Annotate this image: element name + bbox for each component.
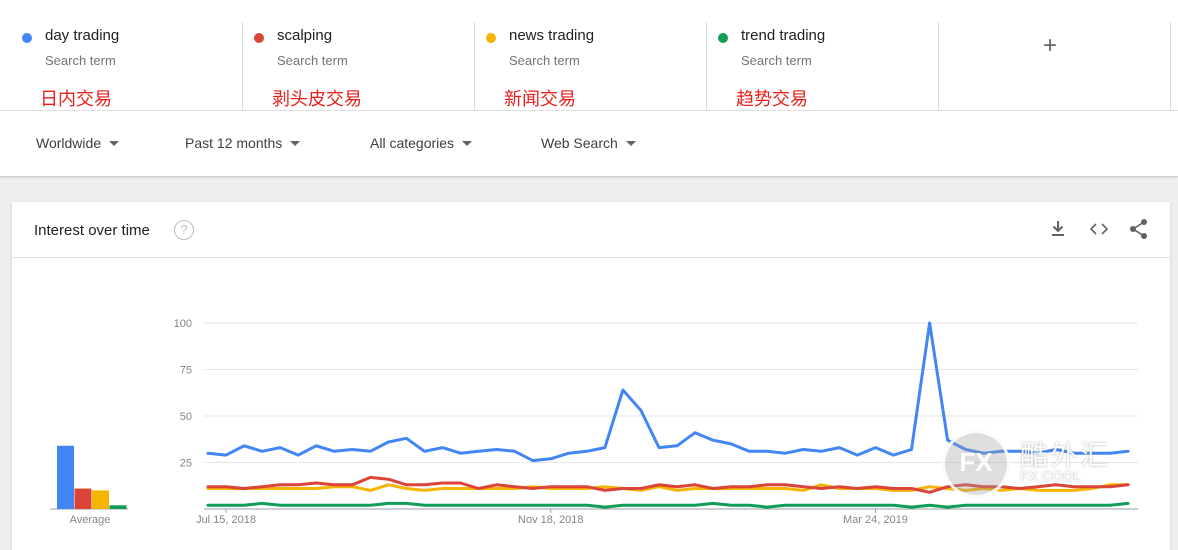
filter-bar: Worldwide Past 12 months All categories …	[0, 111, 1178, 177]
y-tick-label: 100	[174, 318, 192, 330]
search-terms-bar: day trading Search term 日内交易 scalping Se…	[0, 0, 1178, 112]
time-filter-label: Past 12 months	[185, 135, 283, 151]
x-tick-label: Nov 18, 2018	[518, 514, 583, 526]
category-filter[interactable]: All categories	[370, 135, 473, 151]
term-divider	[706, 22, 707, 110]
term-color-dot	[486, 33, 496, 43]
x-tick-label: Jul 15, 2018	[196, 514, 256, 526]
term-color-dot	[718, 33, 728, 43]
watermark-circle	[942, 430, 1010, 498]
term-subtitle: Search term	[45, 53, 116, 68]
term-news-trading[interactable]: news trading Search term 新闻交易	[486, 22, 686, 110]
average-bar-news-trading	[92, 490, 109, 509]
term-chinese-label: 剥头皮交易	[272, 89, 362, 110]
term-name: scalping	[277, 27, 333, 44]
term-name: day trading	[45, 27, 120, 44]
term-color-dot	[22, 33, 32, 43]
share-icon[interactable]	[1129, 218, 1149, 245]
average-bar-trend-trading	[109, 505, 127, 509]
term-subtitle: Search term	[277, 53, 348, 68]
term-subtitle: Search term	[509, 53, 580, 68]
y-tick-label: 50	[180, 411, 192, 423]
y-tick-label: 25	[180, 458, 192, 470]
help-circle-icon[interactable]: ?	[174, 220, 194, 240]
term-day-trading[interactable]: day trading Search term 日内交易	[22, 22, 222, 110]
terms-bottom-border	[0, 110, 1178, 111]
term-scalping[interactable]: scalping Search term 剥头皮交易	[254, 22, 454, 110]
average-label: Average	[70, 514, 111, 526]
term-chinese-label: 日内交易	[40, 89, 112, 110]
search-type-filter-label: Web Search	[541, 135, 618, 151]
term-name: news trading	[509, 27, 595, 44]
term-name: trend trading	[741, 27, 826, 44]
watermark-cn-text: 酷外汇	[1020, 440, 1111, 471]
search-type-filter[interactable]: Web Search	[541, 135, 636, 151]
card-title: Interest over time	[34, 222, 150, 239]
term-subtitle: Search term	[741, 53, 812, 68]
category-filter-label: All categories	[370, 135, 455, 151]
watermark-en-text: FX COOL	[1020, 468, 1082, 484]
average-bar-day-trading	[57, 445, 74, 509]
region-filter-label: Worldwide	[36, 135, 102, 151]
embed-code-icon[interactable]	[1089, 222, 1109, 241]
series-line-trend-trading	[206, 501, 1130, 509]
time-filter[interactable]: Past 12 months	[185, 135, 301, 151]
watermark-logo: FX 酷外汇 FX COOL	[942, 430, 1132, 498]
chevron-down-icon	[109, 140, 120, 146]
term-trend-trading[interactable]: trend trading Search term 趋势交易	[718, 22, 918, 110]
chevron-down-icon	[625, 140, 636, 146]
term-chinese-label: 趋势交易	[736, 89, 808, 110]
add-term-button[interactable]: +	[1043, 32, 1058, 59]
term-divider	[1170, 22, 1171, 110]
term-divider	[242, 22, 243, 110]
watermark-fx-text: FX	[959, 447, 993, 477]
region-filter[interactable]: Worldwide	[36, 135, 120, 151]
card-divider	[12, 257, 1170, 258]
y-tick-label: 75	[180, 365, 192, 377]
chevron-down-icon	[462, 140, 473, 146]
term-chinese-label: 新闻交易	[504, 89, 576, 110]
average-bar-scalping	[74, 488, 92, 509]
chevron-down-icon	[290, 140, 301, 146]
x-tick-label: Mar 24, 2019	[843, 514, 908, 526]
term-divider	[938, 22, 939, 110]
download-icon[interactable]	[1050, 220, 1066, 243]
term-color-dot	[254, 33, 264, 43]
term-divider	[474, 22, 475, 110]
